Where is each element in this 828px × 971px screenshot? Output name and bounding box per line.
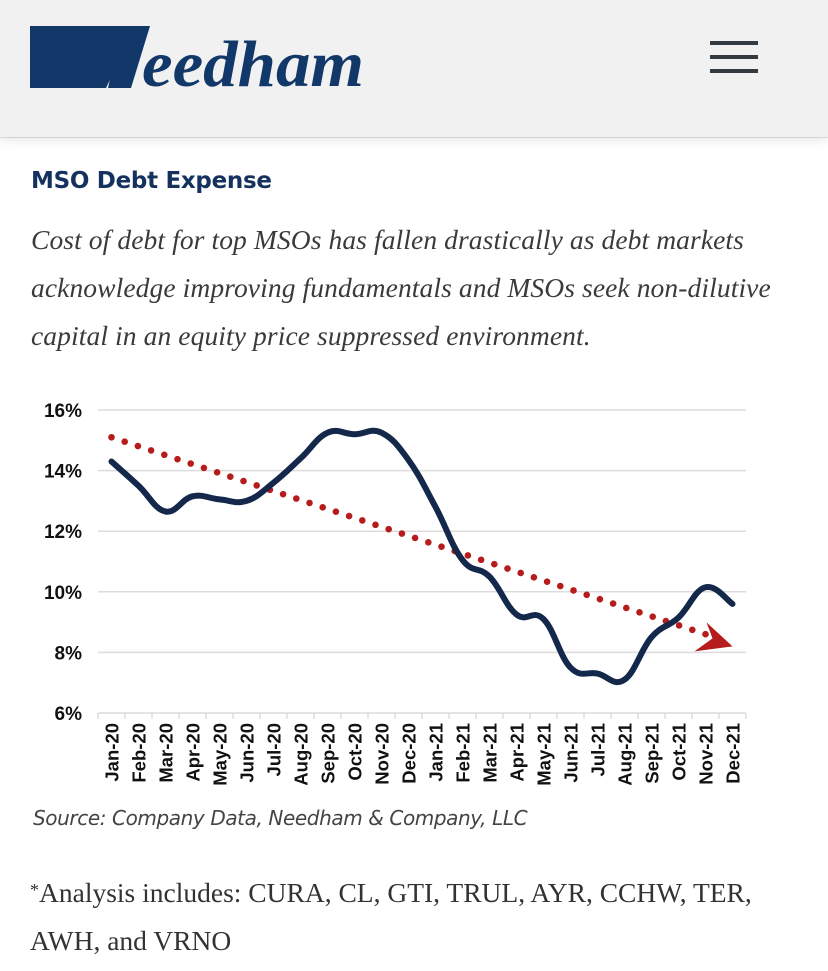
- trend-dot: [570, 587, 577, 594]
- y-tick-label: 8%: [55, 643, 83, 664]
- x-tick-label: Jan-20: [102, 723, 123, 782]
- logo-wordmark: eedham: [142, 28, 364, 92]
- trend-dot: [332, 508, 340, 515]
- trend-dot: [491, 560, 498, 568]
- trend-dot: [623, 604, 630, 612]
- trend-dot: [279, 490, 287, 498]
- x-tick-label: Oct-21: [669, 723, 690, 781]
- y-tick-label: 16%: [44, 401, 82, 422]
- trend-dot: [411, 534, 419, 542]
- y-tick-label: 6%: [55, 704, 83, 725]
- x-tick-label: Jun-21: [561, 723, 582, 783]
- x-tick-label: Jul-20: [264, 723, 285, 776]
- y-tick-label: 12%: [44, 522, 82, 543]
- trend-dot: [293, 495, 300, 502]
- section-subtitle: Cost of debt for top MSOs has fallen dra…: [31, 224, 771, 351]
- trend-dot: [187, 460, 194, 467]
- note-text: Analysis includes: CURA, CL, GTI, TRUL, …: [30, 877, 752, 956]
- site-header: eedham: [0, 0, 828, 137]
- trend-arrow-head: [694, 622, 733, 652]
- analysis-note: *Analysis includes: CURA, CL, GTI, TRUL,…: [30, 866, 810, 965]
- trend-dot: [359, 517, 366, 524]
- trend-dot: [609, 600, 617, 607]
- trend-dot: [134, 442, 142, 450]
- x-tick-label: May-21: [534, 723, 555, 786]
- trend-dot: [253, 482, 260, 489]
- line-chart: 6% 8% 10% 12% 14% 16% Jan-20 Feb-20 Mar-20 Apr-20…: [44, 401, 747, 786]
- trend-dot: [240, 477, 247, 485]
- x-tick-label: Mar-20: [156, 723, 177, 783]
- trend-dot: [636, 609, 643, 616]
- x-tick-label: Aug-21: [615, 723, 636, 786]
- x-tick-label: Nov-20: [372, 723, 393, 785]
- x-tick-label: Aug-20: [291, 723, 312, 786]
- trend-dot: [121, 438, 128, 445]
- trend-dot: [477, 556, 485, 564]
- x-tick-label: Dec-20: [399, 723, 420, 784]
- x-tick-label: Sep-21: [642, 723, 663, 784]
- x-tick-label: Feb-20: [129, 723, 150, 783]
- trend-dot: [147, 447, 155, 454]
- needham-logo[interactable]: eedham: [30, 24, 370, 92]
- needham-logo-mark: eedham: [30, 26, 364, 92]
- trend-dot: [372, 521, 379, 529]
- trend-dot: [557, 582, 564, 590]
- trend-dot: [464, 552, 472, 559]
- trend-dot: [385, 525, 393, 533]
- y-tick-label: 14%: [44, 462, 82, 483]
- trend-dot: [649, 613, 656, 621]
- x-tick-label: Sep-20: [318, 723, 339, 784]
- trend-dot: [438, 543, 445, 550]
- hamburger-menu-icon-bar: [710, 69, 758, 73]
- hamburger-menu-icon-bar: [710, 41, 758, 45]
- x-tick-label: Mar-21: [480, 723, 501, 783]
- trend-dot: [583, 591, 590, 599]
- x-tick-label: Jun-20: [237, 723, 258, 783]
- trend-dot: [543, 578, 551, 585]
- trend-dot: [702, 630, 709, 638]
- trend-dot: [200, 464, 208, 472]
- hamburger-menu-icon-bar: [710, 55, 758, 59]
- series-line-mso-cost-of-debt: [108, 427, 736, 686]
- chart-source: Source: Company Data, Needham & Company,…: [33, 806, 528, 830]
- trend-dot: [398, 530, 406, 537]
- x-tick-label: Apr-20: [183, 723, 204, 782]
- trend-dot: [227, 473, 234, 480]
- trend-dot: [306, 499, 313, 507]
- trend-dot: [161, 451, 168, 459]
- trend-dot: [425, 539, 432, 546]
- trend-dot: [675, 622, 683, 629]
- x-tick-label: Oct-20: [345, 723, 366, 781]
- trend-dot: [504, 565, 511, 572]
- hamburger-menu-button[interactable]: [704, 34, 764, 80]
- trend-dot: [319, 503, 327, 511]
- y-tick-label: 10%: [44, 583, 82, 604]
- trend-dot: [596, 595, 604, 603]
- section-title: MSO Debt Expense: [31, 168, 272, 194]
- trend-dot: [530, 574, 538, 581]
- trend-dot: [174, 455, 181, 463]
- trend-dot: [213, 468, 221, 476]
- note-asterisk: *: [30, 880, 39, 900]
- trend-dot: [345, 512, 353, 520]
- trend-dot: [108, 433, 115, 441]
- x-tick-label: Jul-21: [588, 723, 609, 776]
- x-tick-label: Apr-21: [507, 723, 528, 782]
- x-tick-label: Dec-21: [723, 723, 744, 784]
- debt-expense-chart: 6% 8% 10% 12% 14% 16% Jan-20 Feb-20 Mar-20 Apr-20…: [0, 390, 828, 800]
- x-tick-label: Jan-21: [426, 723, 447, 782]
- x-tick-label: May-20: [210, 723, 231, 786]
- trend-dot: [517, 569, 524, 577]
- x-tick-label: Nov-21: [696, 723, 717, 785]
- trend-dot: [689, 626, 696, 634]
- x-tick-label: Feb-21: [453, 723, 474, 783]
